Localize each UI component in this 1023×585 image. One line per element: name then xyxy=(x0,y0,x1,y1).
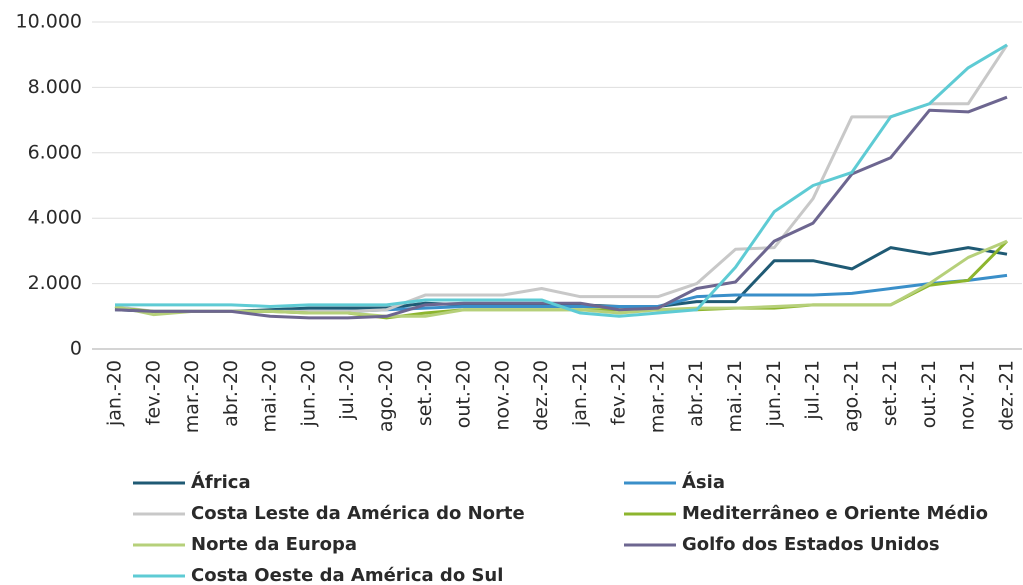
x-tick-label: jul.-21 xyxy=(802,360,824,421)
x-tick-label: dez.-21 xyxy=(996,360,1018,431)
x-tick-label: mar.-20 xyxy=(181,360,203,433)
x-tick-label: abr.-20 xyxy=(220,360,242,427)
x-tick-label: nov.-21 xyxy=(957,360,979,431)
x-tick-label: mai.-20 xyxy=(259,360,281,433)
x-tick-label: dez.-20 xyxy=(530,360,552,431)
y-tick-label: 2.000 xyxy=(28,272,82,294)
legend-label: Norte da Europa xyxy=(191,534,357,555)
y-tick-label: 8.000 xyxy=(28,76,82,98)
x-tick-label: out.-20 xyxy=(453,360,475,428)
x-tick-label: set.-20 xyxy=(414,360,436,426)
x-tick-label: ago.-21 xyxy=(840,360,862,432)
x-tick-label: nov.-20 xyxy=(491,360,513,431)
x-tick-label: set.-21 xyxy=(879,360,901,426)
x-tick-label: fev.-21 xyxy=(608,360,630,425)
x-tick-label: jul.-20 xyxy=(336,360,358,421)
series-line xyxy=(114,239,1008,318)
x-tick-label: jun.-21 xyxy=(763,360,785,427)
x-tick-label: jun.-20 xyxy=(297,360,319,427)
x-tick-label: fev.-20 xyxy=(142,360,164,425)
legend-label: Ásia xyxy=(682,471,725,493)
series-line xyxy=(115,43,1008,318)
x-tick-label: mar.-21 xyxy=(646,360,668,433)
x-tick-label: jan.-20 xyxy=(104,360,126,427)
legend-label: Costa Leste da América do Norte xyxy=(191,503,525,524)
x-tick-label: out.-21 xyxy=(918,360,940,428)
series-line xyxy=(114,44,1009,313)
x-tick-label: mai.-21 xyxy=(724,360,746,433)
legend-label: Golfo dos Estados Unidos xyxy=(682,534,940,555)
series-line xyxy=(114,95,1008,320)
legend-label: África xyxy=(191,471,251,493)
x-tick-label: ago.-20 xyxy=(375,360,397,432)
y-tick-label: 6.000 xyxy=(28,141,82,163)
y-tick-label: 10.000 xyxy=(16,11,82,33)
y-tick-label: 0 xyxy=(70,338,82,360)
legend-label: Mediterrâneo e Oriente Médio xyxy=(682,503,988,524)
legend-label: Costa Oeste da América do Sul xyxy=(191,565,503,585)
x-tick-label: abr.-21 xyxy=(685,360,707,427)
x-tick-label: jan.-21 xyxy=(569,360,591,427)
y-tick-label: 4.000 xyxy=(28,207,82,229)
